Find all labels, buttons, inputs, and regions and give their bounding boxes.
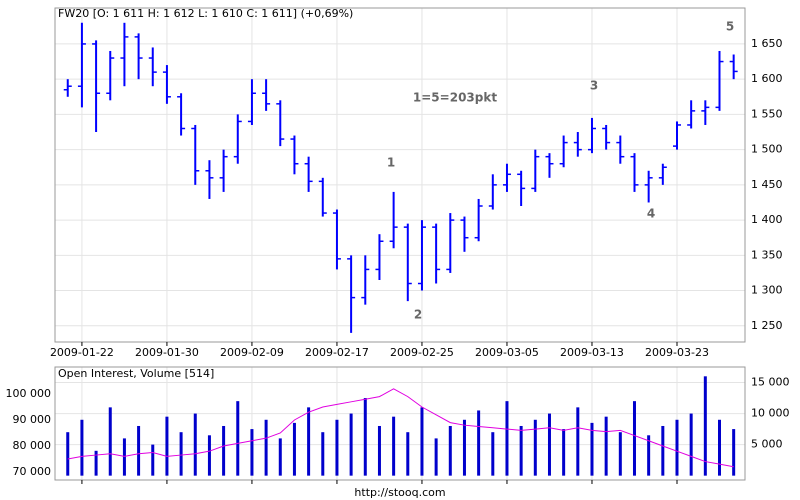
volume-bar <box>675 419 679 476</box>
volume-bar <box>278 438 282 476</box>
volume-bar <box>264 419 268 476</box>
volume-bar <box>335 419 339 476</box>
volume-bar <box>94 450 98 476</box>
volume-bar <box>562 429 566 476</box>
volume-bar <box>108 407 112 476</box>
volume-bar <box>717 419 721 476</box>
plot-layer: 2009-01-22 2009-01-30 2009-02-09 2009-02-17… <box>6 22 790 484</box>
volume-bar <box>193 413 197 476</box>
main-frame <box>54 7 746 343</box>
y-tick-label: 10 000 <box>751 407 790 420</box>
volume-bar <box>576 407 580 476</box>
volume-bar <box>363 398 367 476</box>
y-tick-label: 1 300 <box>751 284 783 297</box>
x-tick-label: 2009-02-09 <box>220 346 284 359</box>
volume-bar <box>406 432 410 476</box>
y-tick-label: 1 250 <box>751 319 783 332</box>
annotation: 4 <box>647 207 655 221</box>
volume-bar <box>165 416 169 476</box>
x-tick-label: 2009-02-17 <box>305 346 369 359</box>
y-tick-label: 90 000 <box>13 413 52 426</box>
y-tick-label: 70 000 <box>13 465 52 478</box>
volume-bar <box>632 401 636 476</box>
annotation: 3 <box>590 79 598 93</box>
y-tick-label: 1 550 <box>751 107 783 120</box>
volume-bar <box>80 419 84 476</box>
volume-bar <box>321 432 325 476</box>
x-tick-label: 2009-02-25 <box>390 346 454 359</box>
y-tick-label: 1 450 <box>751 178 783 191</box>
volume-bar <box>703 376 707 476</box>
volume-bar <box>604 416 608 476</box>
footer: http://stooq.com <box>354 486 445 499</box>
volume-bar <box>448 425 452 476</box>
volume-bar <box>222 425 226 476</box>
volume-bar <box>292 422 296 476</box>
annotation: 1 <box>387 156 395 170</box>
volume-bar <box>66 432 70 476</box>
x-tick-label: 2009-01-30 <box>135 346 199 359</box>
x-tick-label: 2009-03-05 <box>475 346 539 359</box>
volume-bar <box>477 410 481 476</box>
volume-bar <box>661 425 665 476</box>
volume-bar <box>547 413 551 476</box>
panel-title: Open Interest, Volume [514] <box>58 367 214 380</box>
volume-bar <box>732 429 736 476</box>
volume-bar <box>647 435 651 476</box>
volume-bar <box>377 425 381 476</box>
volume-bar <box>250 429 254 476</box>
volume-bar <box>519 425 523 476</box>
y-tick-label: 1 650 <box>751 37 783 50</box>
volume-bar <box>505 401 509 476</box>
volume-bar <box>122 438 126 476</box>
chart-title: FW20 [O: 1 611 H: 1 612 L: 1 610 C: 1 61… <box>58 7 353 20</box>
y-tick-label: 1 400 <box>751 213 783 226</box>
annotation: 5 <box>726 20 734 34</box>
volume-bar <box>533 419 537 476</box>
volume-frame <box>54 366 746 481</box>
y-tick-label: 1 350 <box>751 248 783 261</box>
y-tick-label: 1 500 <box>751 143 783 156</box>
volume-bar <box>462 419 466 476</box>
volume-bar <box>434 438 438 476</box>
y-tick-label: 80 000 <box>13 439 52 452</box>
volume-bar <box>307 407 311 476</box>
volume-bar <box>151 444 155 476</box>
volume-bar <box>207 435 211 476</box>
volume-bar <box>137 425 141 476</box>
y-tick-label: 100 000 <box>6 387 52 400</box>
volume-bar <box>590 422 594 476</box>
volume-bar <box>689 413 693 476</box>
volume-bar <box>236 401 240 476</box>
y-tick-label: 15 000 <box>751 376 790 389</box>
open-interest-line <box>67 388 734 468</box>
x-tick-label: 2009-01-22 <box>50 346 114 359</box>
volume-bar <box>179 432 183 476</box>
y-tick-label: 5 000 <box>751 438 783 451</box>
y-tick-label: 1 600 <box>751 72 783 85</box>
x-tick-label: 2009-03-23 <box>645 346 709 359</box>
x-tick-label: 2009-03-13 <box>560 346 624 359</box>
volume-bar <box>618 432 622 476</box>
volume-bar <box>349 413 353 476</box>
volume-bar <box>392 416 396 476</box>
volume-bar <box>420 407 424 476</box>
annotation: 2 <box>414 308 422 322</box>
volume-bar <box>491 432 495 476</box>
annotation: 1=5=203pkt <box>413 91 497 105</box>
